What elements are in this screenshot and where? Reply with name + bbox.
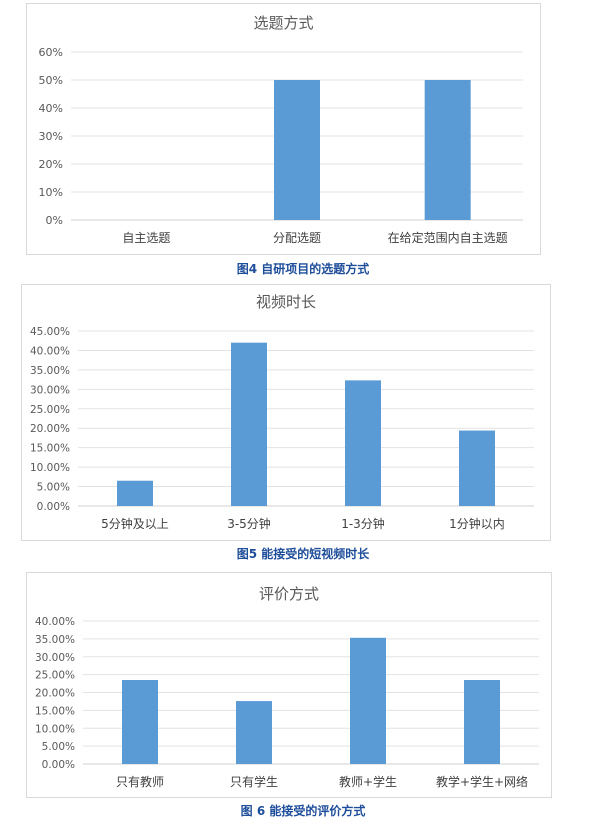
x-category-label: 1分钟以内	[449, 516, 505, 531]
x-category-label: 在给定范围内自主选题	[388, 230, 508, 245]
y-tick-label: 60%	[39, 46, 63, 59]
bar	[459, 430, 495, 506]
y-tick-label: 0.00%	[42, 759, 75, 771]
y-tick-label: 40.00%	[30, 345, 70, 357]
y-tick-label: 30.00%	[30, 384, 70, 396]
x-category-label: 3-5分钟	[227, 516, 271, 531]
bar	[274, 80, 320, 220]
x-category-label: 自主选题	[122, 231, 170, 245]
bar	[236, 701, 272, 764]
y-tick-label: 50%	[39, 74, 63, 87]
x-category-label: 教师+学生	[339, 774, 397, 789]
bar	[345, 380, 381, 506]
chart-svg-1: 0% 10% 20% 30% 40% 50% 60% 自主选题 分配选题 在给定范围内自主选题	[39, 46, 523, 245]
bar	[231, 342, 267, 506]
bar	[464, 679, 500, 764]
bar	[424, 80, 471, 220]
y-tick-label: 40.00%	[35, 616, 75, 628]
chart-title: 视频时长	[255, 293, 316, 311]
y-tick-label: 5.00%	[37, 482, 70, 494]
y-tick-label: 0%	[46, 214, 63, 227]
chart-title: 评价方式	[258, 585, 319, 603]
x-category-label: 只有学生	[230, 774, 278, 789]
x-category-label: 教学+学生+网络	[436, 774, 528, 789]
y-tick-label: 30%	[39, 130, 63, 143]
y-tick-label: 30.00%	[35, 652, 75, 664]
chart-panel-3: 评价方式 0.00% 5.00% 10.00% 15.00% 20.00% 25.00% 3…	[26, 572, 552, 798]
chart-caption-3: 图 6 能接受的评价方式	[240, 804, 366, 818]
chart-caption-2: 图5 能接受的短视频时长	[236, 547, 370, 561]
y-tick-label: 10.00%	[30, 462, 70, 474]
y-tick-label: 5.00%	[42, 741, 75, 753]
chart-svg-3: 0.00% 5.00% 10.00% 15.00% 20.00% 25.00% 30.00%…	[35, 616, 539, 789]
x-category-label: 5分钟及以上	[101, 516, 169, 531]
chart-svg-2: 0.00% 5.00% 10.00% 15.00% 20.00% 25.00% 30.00%…	[30, 326, 534, 531]
x-category-label: 1-3分钟	[341, 516, 385, 531]
y-tick-label: 15.00%	[30, 443, 70, 455]
y-tick-label: 10%	[39, 186, 63, 199]
y-tick-label: 25.00%	[35, 670, 75, 682]
y-tick-label: 45.00%	[30, 326, 70, 338]
y-tick-label: 20.00%	[35, 688, 75, 700]
bar	[117, 480, 153, 506]
y-tick-label: 35.00%	[30, 365, 70, 377]
chart-panel-2: 视频时长 0.00% 5.00% 10.00% 15.00% 20.00% 25.00% 3…	[21, 284, 551, 541]
y-tick-label: 20.00%	[30, 423, 70, 435]
chart-title: 选题方式	[253, 14, 314, 32]
x-category-label: 只有教师	[116, 774, 164, 789]
x-category-label: 分配选题	[273, 231, 321, 245]
y-tick-label: 15.00%	[35, 705, 75, 717]
chart-caption-1: 图4 自研项目的选题方式	[236, 262, 370, 276]
y-tick-label: 10.00%	[35, 723, 75, 735]
y-tick-label: 20%	[39, 158, 63, 171]
y-tick-label: 40%	[39, 102, 63, 115]
y-tick-label: 35.00%	[35, 634, 75, 646]
bar	[122, 679, 158, 764]
y-tick-label: 0.00%	[37, 501, 70, 513]
bar	[350, 637, 386, 764]
chart-panel-1: 选题方式 0% 10% 20% 30% 40% 50% 60% 自主选题 分配选题 在给定范围内自…	[26, 3, 541, 255]
y-tick-label: 25.00%	[30, 404, 70, 416]
